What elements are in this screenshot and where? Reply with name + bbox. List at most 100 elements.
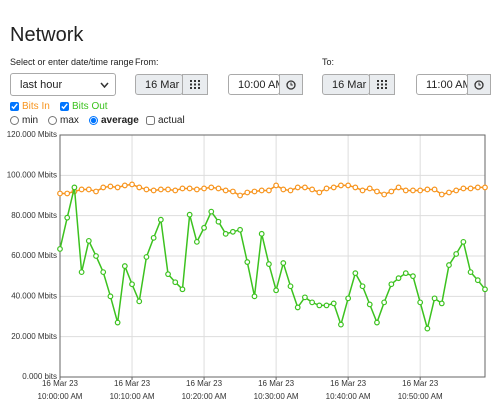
data-point (287, 283, 294, 290)
data-point (179, 286, 186, 293)
checkbox[interactable] (10, 102, 19, 111)
data-point (460, 185, 467, 192)
to-time[interactable]: 11:00 AM (416, 74, 468, 95)
data-point (57, 190, 63, 197)
from-calendar-button[interactable] (182, 74, 208, 95)
data-point (366, 185, 373, 192)
series-line (59, 187, 486, 329)
from-label: From: (135, 57, 159, 67)
data-point (431, 186, 438, 193)
data-point (309, 299, 316, 306)
checkbox[interactable] (146, 116, 155, 125)
data-point (453, 251, 460, 257)
data-point (381, 191, 388, 198)
series-toggle[interactable]: Bits In (10, 101, 50, 112)
y-tick-label: 0.000 bits (22, 372, 57, 381)
data-point (208, 208, 215, 215)
data-point (345, 182, 352, 189)
data-point (172, 187, 179, 194)
from-clock-button[interactable] (279, 74, 303, 95)
range-select[interactable]: last hour (10, 73, 116, 96)
y-tick-label: 120.000 Mbits (7, 130, 57, 139)
to-time-text: 11:00 AM (426, 79, 468, 91)
data-point (323, 302, 330, 309)
data-point (143, 254, 150, 260)
data-point (150, 234, 157, 241)
data-point (302, 184, 308, 191)
to-label: To: (322, 57, 335, 67)
data-point (258, 230, 265, 237)
series-toggle[interactable]: Bits Out (60, 101, 108, 112)
data-point (78, 269, 85, 276)
data-point (215, 185, 222, 192)
data-point (85, 186, 92, 193)
data-point (388, 281, 395, 288)
data-point (467, 185, 474, 192)
legend-label: Bits Out (72, 101, 108, 112)
to-calendar-button[interactable] (369, 74, 395, 95)
x-tick-date: 16 Mar 23 (258, 379, 295, 388)
clock-icon (474, 79, 484, 90)
from-date-text: 16 Mar 2 (145, 79, 182, 91)
data-point (201, 185, 207, 192)
data-point (352, 270, 359, 277)
data-point (93, 188, 99, 195)
legend-label: Bits In (22, 101, 50, 112)
data-point (57, 246, 63, 252)
data-point (208, 184, 215, 191)
data-point (395, 275, 402, 282)
data-point (114, 184, 121, 191)
data-point (150, 187, 157, 194)
data-point (273, 182, 280, 189)
data-point (482, 184, 488, 191)
mode-option[interactable]: actual (146, 115, 185, 126)
to-clock-button[interactable] (467, 74, 491, 95)
from-time[interactable]: 10:00 AM (228, 74, 280, 95)
data-point (165, 186, 171, 193)
x-tick-label: 10:40:00 AM (326, 392, 371, 401)
data-point (374, 319, 380, 326)
data-point (446, 262, 452, 268)
data-point (179, 185, 186, 192)
data-point (251, 293, 258, 300)
mode-label: average (101, 115, 139, 126)
radio[interactable] (48, 116, 57, 125)
data-point (374, 188, 380, 195)
checkbox[interactable] (60, 102, 69, 111)
data-point (121, 263, 128, 269)
mode-option[interactable]: max (48, 115, 79, 126)
data-point (193, 238, 200, 245)
data-point (417, 299, 424, 306)
data-point (114, 319, 121, 326)
data-point (129, 281, 135, 288)
radio[interactable] (89, 116, 98, 125)
data-point (280, 260, 287, 266)
data-point (64, 214, 71, 221)
data-point (265, 261, 272, 267)
mode-label: min (22, 115, 39, 126)
data-point (237, 192, 243, 199)
range-select-text: last hour (20, 79, 63, 91)
data-point (467, 269, 474, 276)
data-point (482, 286, 488, 293)
mode-option[interactable]: average (89, 115, 139, 126)
page-title: Network (10, 24, 84, 46)
data-point (438, 300, 445, 307)
data-point (100, 269, 107, 276)
data-point (323, 185, 330, 192)
data-point (64, 190, 71, 197)
x-tick-label: 10:20:00 AM (182, 392, 227, 401)
to-date[interactable]: 16 Mar 2 (322, 74, 370, 95)
radio[interactable] (10, 116, 19, 125)
x-tick-date: 16 Mar 23 (114, 379, 151, 388)
data-point (366, 301, 373, 308)
data-point (345, 295, 352, 302)
data-point (294, 184, 301, 191)
y-tick-label: 80.000 Mbits (11, 211, 57, 220)
mode-option[interactable]: min (10, 115, 38, 126)
data-point (157, 216, 164, 223)
data-point (78, 186, 85, 193)
data-point (424, 325, 431, 332)
data-point (294, 304, 301, 311)
from-date[interactable]: 16 Mar 2 (135, 74, 183, 95)
